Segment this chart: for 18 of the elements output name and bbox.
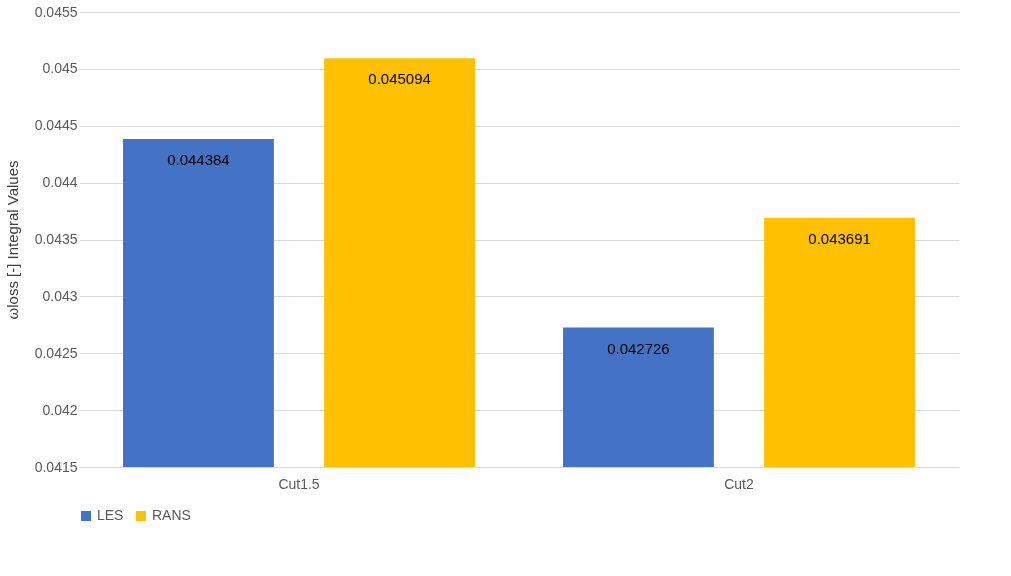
- data-label: 0.045094: [368, 70, 431, 88]
- data-label: 0.043691: [808, 229, 871, 247]
- data-label: 0.044384: [167, 150, 230, 168]
- data-label: 0.042726: [607, 339, 670, 357]
- legend-label: LES: [97, 507, 124, 523]
- y-tick-label: 0.0425: [34, 344, 78, 361]
- y-tick-label: 0.0435: [34, 231, 78, 247]
- y-tick-label: 0.0415: [34, 458, 78, 475]
- legend-label: RANS: [152, 507, 191, 523]
- y-tick-label: 0.043: [42, 287, 78, 304]
- y-tick-label: 0.0445: [34, 117, 78, 134]
- x-tick-label: Cut1.5: [278, 475, 320, 492]
- x-tick-label: Cut2: [724, 475, 754, 492]
- y-axis-title: ωloss [-] Integral Values: [3, 160, 21, 320]
- y-tick-label: 0.042: [42, 401, 78, 418]
- y-tick-label: 0.0455: [34, 3, 78, 20]
- y-tick-label: 0.044: [42, 174, 78, 191]
- y-tick-label: 0.045: [42, 60, 78, 77]
